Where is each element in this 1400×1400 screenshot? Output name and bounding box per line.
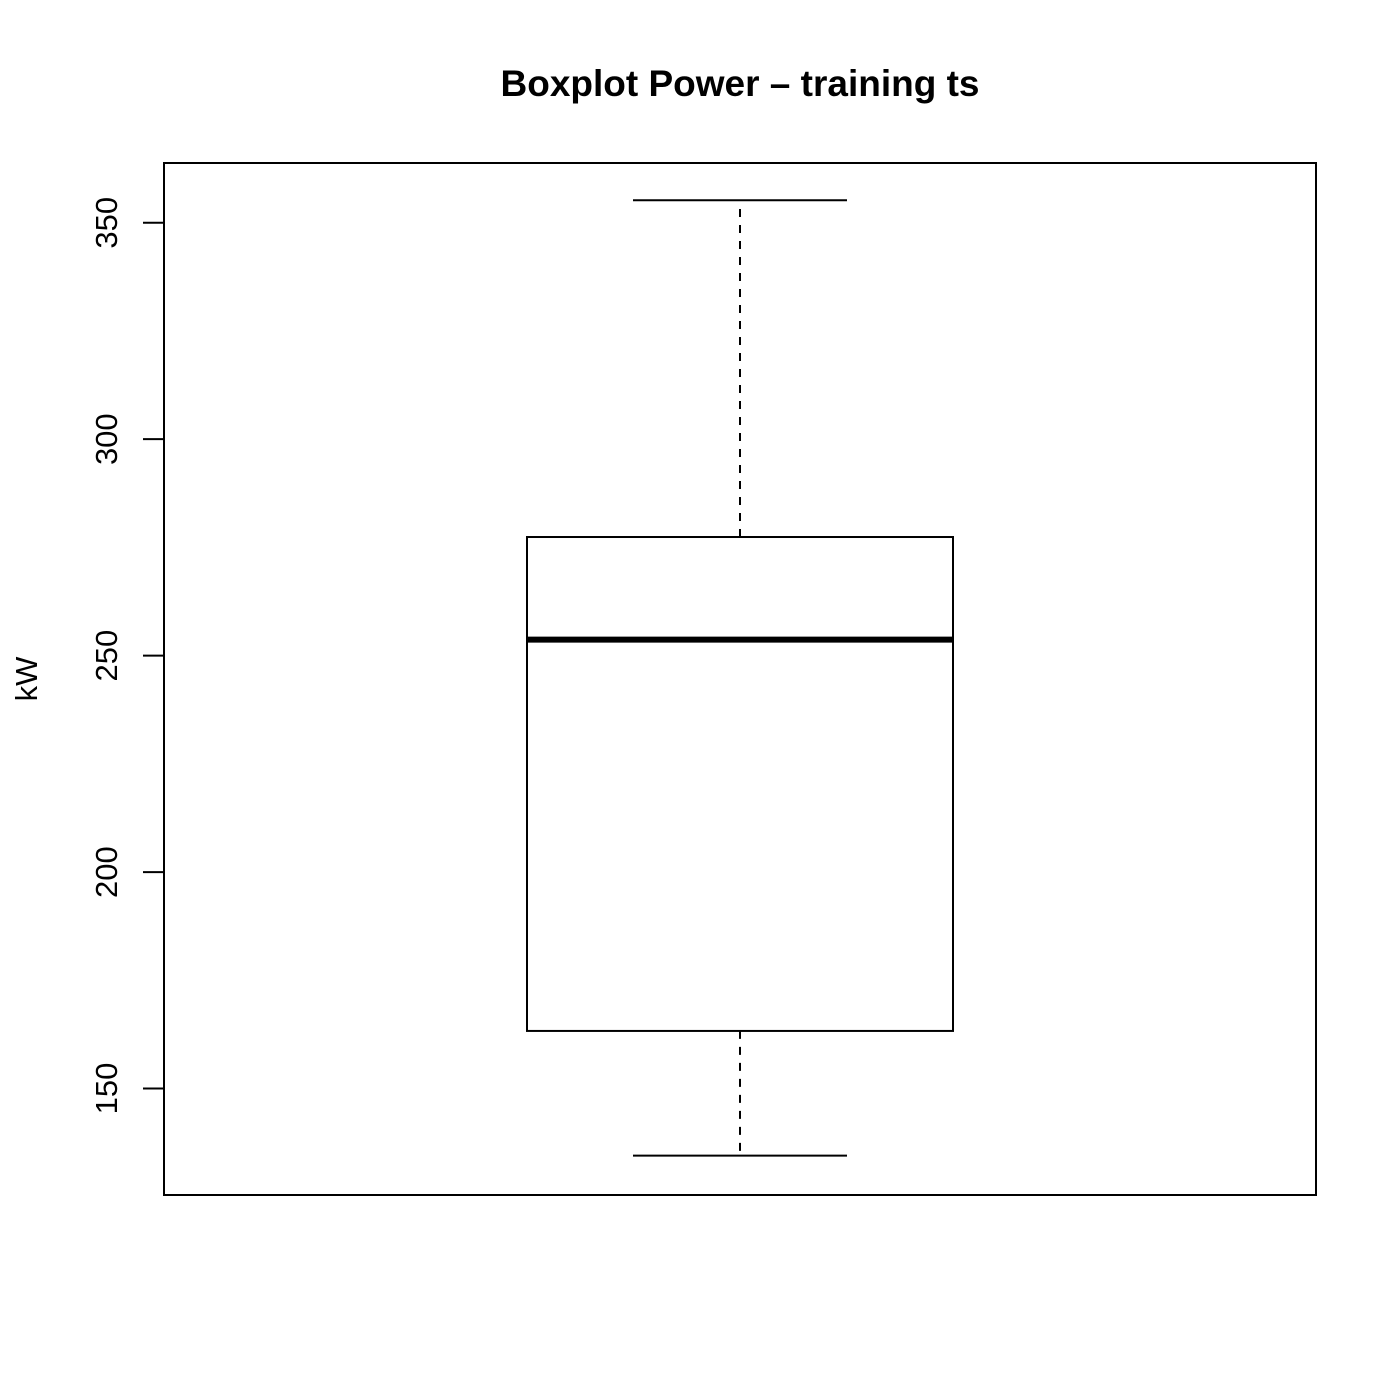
chart-title: Boxplot Power – training ts xyxy=(501,63,980,104)
y-axis-label: kW xyxy=(9,656,44,702)
y-axis: 150 200 250 300 350 xyxy=(89,197,165,1115)
y-tick-label: 150 xyxy=(89,1063,124,1115)
y-tick-label: 300 xyxy=(89,413,124,465)
y-tick-label: 250 xyxy=(89,630,124,682)
y-tick-label: 350 xyxy=(89,197,124,249)
interquartile-box xyxy=(526,536,954,1032)
y-tick-label: 200 xyxy=(89,846,124,898)
boxplot-series xyxy=(526,199,954,1157)
